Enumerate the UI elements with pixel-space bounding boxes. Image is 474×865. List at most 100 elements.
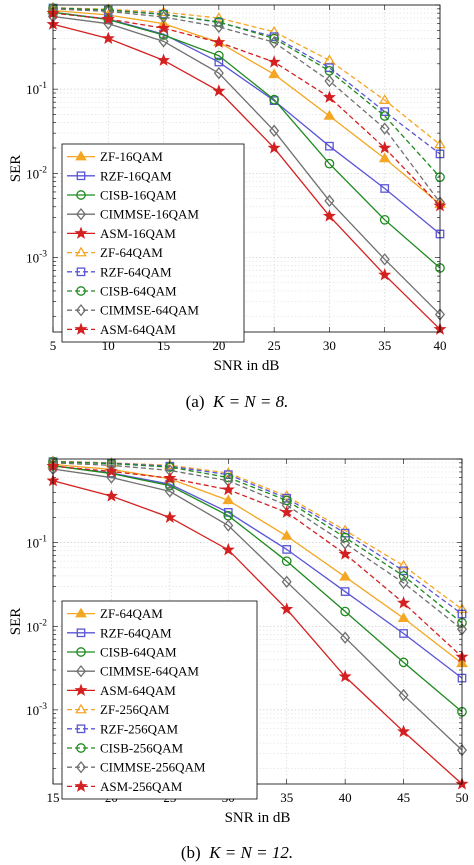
data-point: [223, 519, 234, 532]
data-point: [398, 571, 409, 581]
series-line: [52, 463, 463, 664]
legend-box: [61, 143, 245, 343]
legend-label: RZF-16QAM: [100, 168, 172, 183]
data-point: [104, 489, 118, 502]
x-tick-label: 35: [378, 338, 391, 353]
data-point: [75, 760, 87, 774]
data-point: [378, 152, 391, 163]
x-tick-label: 5: [50, 338, 57, 353]
data-point: [76, 743, 86, 753]
data-point: [212, 84, 226, 97]
x-tick-label: 35: [280, 790, 293, 805]
legend-item: ASM-16QAM: [67, 226, 176, 241]
data-point: [76, 724, 86, 734]
data-point: [379, 111, 390, 121]
data-point: [76, 267, 86, 277]
legend-item: RZF-256QAM: [67, 721, 178, 736]
data-point: [338, 669, 352, 683]
data-point: [398, 576, 409, 590]
data-point: [74, 683, 88, 696]
legend-label: CIMMSE-64QAM: [100, 664, 199, 679]
series-line: [52, 9, 441, 205]
legend-label: RZF-256QAM: [100, 721, 178, 736]
data-point: [281, 556, 292, 567]
series-cimmse-64qam: [47, 462, 468, 757]
x-tick-label: 45: [397, 790, 410, 805]
series-line: [52, 15, 441, 315]
data-point: [338, 547, 352, 560]
data-point: [398, 688, 409, 702]
data-point: [397, 724, 411, 738]
data-point: [324, 158, 335, 169]
legend-item: CIMMSE-256QAM: [67, 760, 206, 775]
data-point: [280, 530, 293, 540]
data-point: [267, 55, 281, 68]
caption-a-math: K = N = 8.: [213, 392, 289, 411]
data-point: [268, 68, 280, 79]
series-line: [52, 12, 441, 207]
data-point: [223, 472, 234, 483]
data-point: [399, 566, 408, 576]
caption-a-label: (a): [185, 392, 205, 411]
legend-item: CISB-64QAM: [67, 645, 177, 660]
data-point: [399, 629, 408, 638]
series-line: [52, 8, 441, 203]
legend-label: ASM-256QAM: [100, 779, 183, 794]
data-point: [280, 602, 294, 615]
data-point: [379, 122, 390, 135]
data-point: [322, 209, 336, 222]
x-tick-label: 50: [456, 790, 469, 805]
data-point: [74, 226, 88, 239]
series-line: [52, 7, 441, 178]
y-axis-label: SER: [8, 608, 24, 636]
y-tick-label: 10-3: [26, 249, 47, 265]
data-point: [76, 190, 86, 200]
legend-item: CISB-64QAM: [67, 284, 177, 299]
legend-label: CISB-64QAM: [100, 645, 177, 660]
data-point: [397, 596, 411, 609]
data-point: [76, 628, 86, 638]
data-point: [76, 647, 86, 657]
x-axis-label: SNR in dB: [225, 810, 291, 826]
y-tick-label: 10-3: [26, 702, 47, 718]
data-point: [340, 631, 351, 644]
legend-item: CIMMSE-64QAM: [67, 664, 199, 679]
series-group: [46, 1, 447, 335]
data-point: [213, 20, 224, 34]
legend-item: ZF-16QAM: [67, 149, 163, 164]
data-point: [75, 303, 87, 317]
data-point: [163, 510, 177, 523]
data-point: [398, 657, 409, 668]
data-point: [324, 74, 335, 88]
data-point: [214, 50, 224, 61]
data-point: [322, 90, 336, 103]
y-tick-label: 10-2: [26, 165, 47, 181]
legend-item: RZF-64QAM: [67, 625, 172, 640]
data-point: [378, 141, 392, 154]
data-point: [74, 779, 88, 792]
data-point: [378, 268, 392, 281]
data-point: [281, 495, 292, 506]
data-point: [101, 12, 115, 25]
series-line: [52, 465, 463, 658]
legend-item: ZF-64QAM: [67, 245, 163, 260]
legend-item: ZF-256QAM: [67, 702, 170, 717]
data-point: [340, 606, 350, 617]
legend-box: [61, 600, 258, 800]
data-point: [157, 21, 171, 34]
series-line: [52, 480, 463, 785]
series-line: [52, 11, 441, 269]
data-point: [158, 9, 169, 20]
data-point: [101, 31, 115, 45]
data-point: [158, 35, 169, 48]
x-tick-label: 15: [47, 790, 60, 805]
data-point: [75, 664, 87, 678]
data-point: [324, 194, 335, 208]
caption-b: (b) K = N = 12.: [0, 843, 474, 863]
data-point: [380, 184, 390, 193]
caption-a: (a) K = N = 8.: [0, 392, 474, 412]
series-line: [52, 462, 463, 630]
legend-item: ASM-256QAM: [67, 779, 183, 794]
